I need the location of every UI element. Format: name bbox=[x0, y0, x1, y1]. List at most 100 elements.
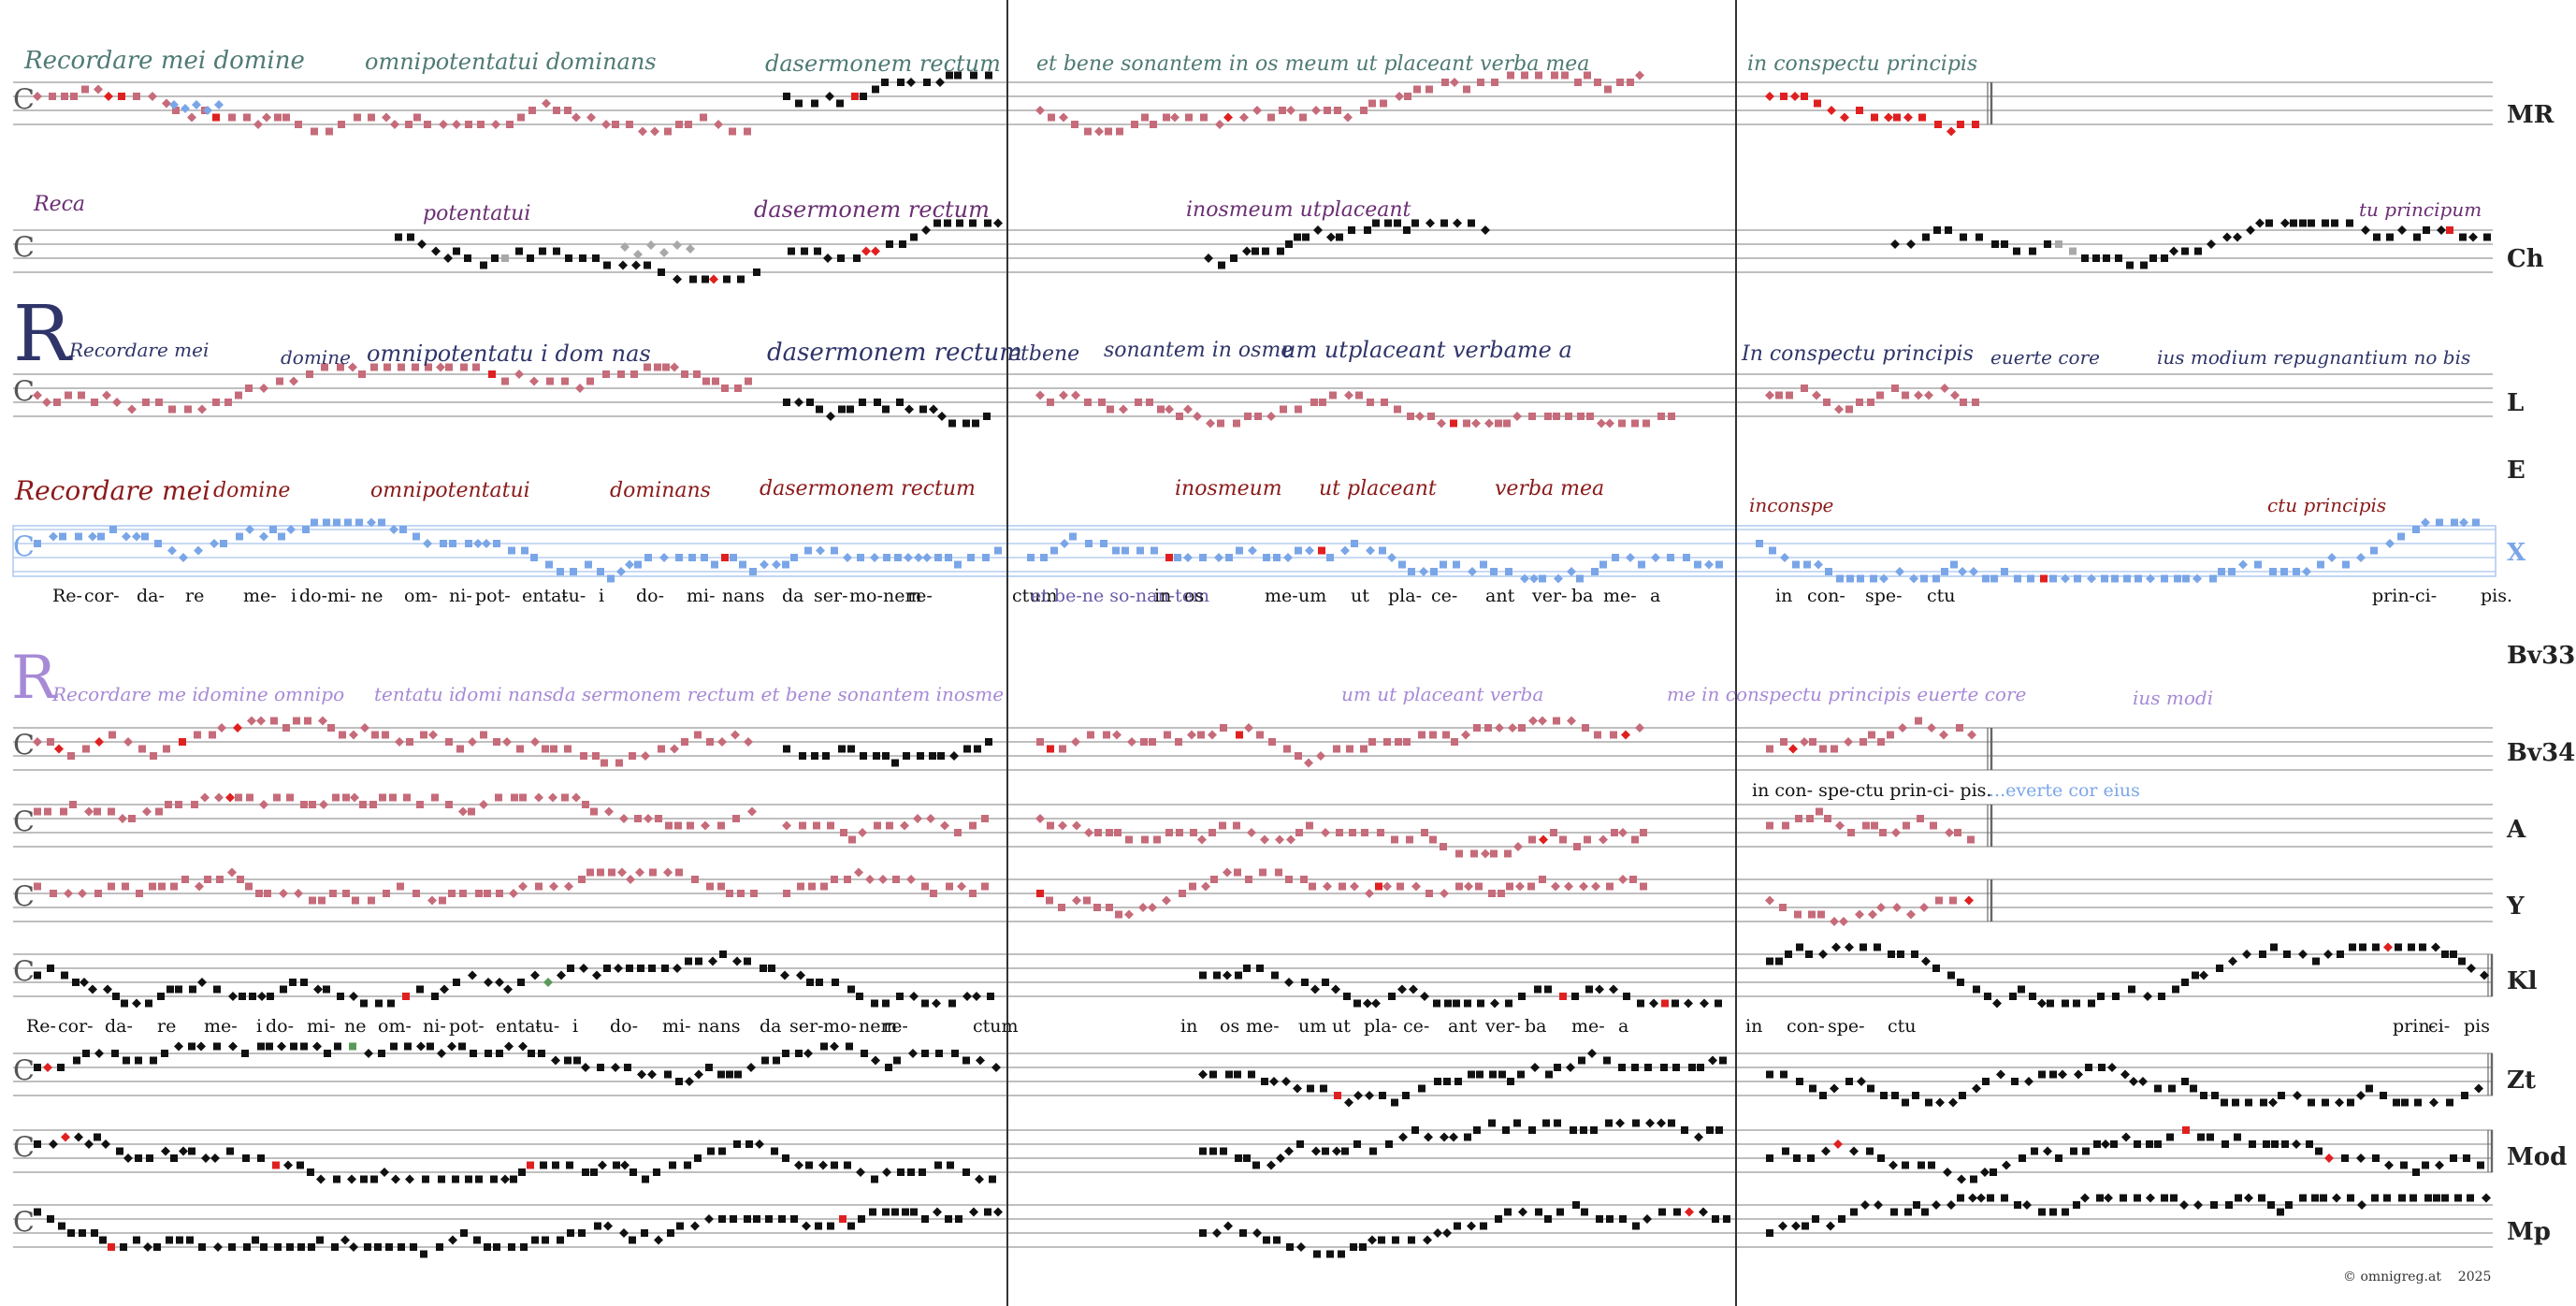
neume-note bbox=[2277, 1208, 2284, 1216]
neume-note bbox=[188, 1042, 195, 1051]
neume-note bbox=[334, 1042, 341, 1051]
neume-note bbox=[1213, 971, 1221, 980]
neume-note bbox=[212, 113, 220, 122]
neume-note bbox=[653, 1168, 660, 1176]
neume-note bbox=[181, 104, 190, 113]
neume-note bbox=[150, 1056, 157, 1065]
neume-note bbox=[1719, 1056, 1727, 1065]
neume-note bbox=[1876, 391, 1884, 399]
neume-note bbox=[316, 1236, 324, 1244]
neume-note bbox=[465, 1175, 472, 1183]
neume-note bbox=[1369, 1147, 1377, 1155]
neume-note bbox=[2098, 1064, 2106, 1071]
neume-note bbox=[1295, 752, 1302, 760]
neume-note bbox=[1796, 1078, 1803, 1085]
neume-note bbox=[1823, 399, 1831, 406]
neume-note bbox=[2450, 1154, 2457, 1162]
neume-note bbox=[719, 950, 727, 958]
neume-note bbox=[2047, 999, 2054, 1008]
neume-note bbox=[1513, 1119, 1521, 1127]
neume-note bbox=[1334, 1092, 1341, 1099]
neume-note bbox=[717, 737, 727, 747]
neume-note bbox=[1230, 254, 1237, 262]
neume-note bbox=[962, 419, 970, 428]
neume-note bbox=[1107, 405, 1114, 414]
neume-note bbox=[431, 246, 441, 256]
neume-note bbox=[1385, 1140, 1393, 1148]
lyric-syllable: ctum bbox=[973, 1016, 1019, 1037]
neume-note bbox=[186, 1236, 194, 1244]
neume-note bbox=[982, 554, 990, 561]
neume-note bbox=[1343, 112, 1353, 123]
neume-note bbox=[1517, 1070, 1525, 1079]
neume-note bbox=[1830, 1083, 1839, 1094]
neume-note bbox=[1990, 1168, 1997, 1176]
neume-note bbox=[1094, 126, 1104, 137]
neume-note bbox=[1087, 731, 1094, 739]
neume-note bbox=[2093, 1140, 2101, 1148]
neume-note bbox=[1498, 1070, 1506, 1079]
neume-note bbox=[504, 1041, 514, 1052]
neume-note bbox=[582, 1168, 589, 1176]
neume-note bbox=[891, 759, 899, 767]
mr-text-2: omnipotentatui dominans bbox=[365, 49, 657, 75]
neume-note bbox=[1987, 1194, 1994, 1202]
lyric-syllable: om- bbox=[404, 586, 438, 606]
neume-note bbox=[816, 405, 823, 414]
neume-note bbox=[2308, 1098, 2315, 1107]
neume-note bbox=[676, 1222, 684, 1230]
neume-note bbox=[861, 246, 871, 256]
lyrics-bv34-text: in con- spe-ctu prin-ci- pis. bbox=[1752, 780, 1992, 801]
neume-note bbox=[484, 890, 491, 897]
neume-note bbox=[1954, 829, 1961, 836]
neume-note bbox=[228, 1041, 238, 1052]
neume-note bbox=[1048, 113, 1055, 122]
neume-note bbox=[1040, 554, 1048, 561]
neume-note bbox=[67, 752, 75, 760]
neume-note bbox=[1635, 70, 1644, 80]
neume-note bbox=[1334, 107, 1341, 114]
neume-note bbox=[1036, 890, 1044, 897]
neume-note bbox=[701, 554, 708, 561]
lyric-syllable: nans bbox=[722, 586, 765, 606]
neume-note bbox=[493, 540, 500, 547]
neume-note bbox=[1756, 540, 1763, 547]
neume-note bbox=[1442, 731, 1450, 739]
neume-note bbox=[831, 876, 838, 883]
neume-note bbox=[44, 807, 51, 816]
neume-note bbox=[99, 1236, 107, 1244]
neume-note bbox=[1165, 404, 1174, 414]
neume-note bbox=[707, 1147, 715, 1155]
neume-note bbox=[1136, 546, 1144, 555]
neume-note bbox=[1047, 821, 1054, 830]
neume-note bbox=[1553, 413, 1560, 420]
neume-note bbox=[567, 965, 574, 972]
neume-note bbox=[1199, 971, 1207, 980]
neume-note bbox=[820, 1042, 828, 1051]
neume-note bbox=[309, 801, 316, 808]
neume-note bbox=[2182, 574, 2190, 583]
neume-note bbox=[1925, 1098, 1932, 1107]
neume-note bbox=[349, 992, 358, 1001]
neume-note bbox=[1704, 559, 1714, 570]
neume-note bbox=[1554, 1064, 1561, 1071]
neume-note bbox=[1407, 413, 1414, 420]
neume-note bbox=[530, 970, 540, 980]
neume-note bbox=[308, 1243, 315, 1251]
neume-note bbox=[1933, 226, 1941, 234]
neume-note bbox=[237, 876, 244, 883]
neume-note bbox=[2170, 1194, 2178, 1202]
neume-note bbox=[364, 1049, 373, 1058]
neume-note bbox=[1765, 895, 1774, 906]
neume-note bbox=[843, 553, 852, 562]
neume-note bbox=[1124, 909, 1134, 920]
neume-note bbox=[783, 93, 790, 100]
neume-note bbox=[1874, 943, 1881, 951]
neume-note bbox=[2356, 553, 2366, 562]
e-text-10: ctu principis bbox=[2267, 494, 2387, 516]
neume-note bbox=[1957, 979, 1964, 986]
neume-note bbox=[937, 412, 947, 421]
neume-note bbox=[969, 890, 977, 897]
neume-note bbox=[2412, 1168, 2420, 1176]
neume-note bbox=[1381, 399, 1388, 406]
